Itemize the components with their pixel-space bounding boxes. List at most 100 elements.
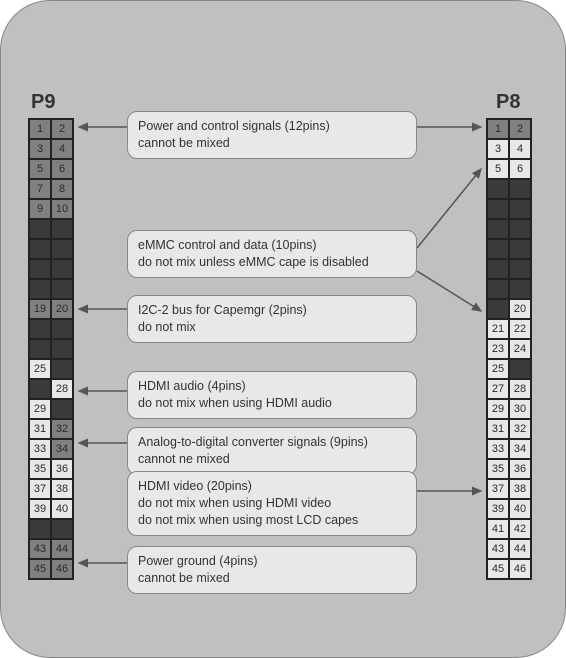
pin-cell: 28 bbox=[51, 379, 73, 399]
pin-cell: 38 bbox=[509, 479, 531, 499]
pin-cell: 44 bbox=[51, 539, 73, 559]
pin-cell: 42 bbox=[509, 519, 531, 539]
pin-cell: 27 bbox=[487, 379, 509, 399]
pin-cell: 35 bbox=[29, 459, 51, 479]
pin-cell bbox=[487, 259, 509, 279]
pin-cell: 40 bbox=[509, 499, 531, 519]
pin-cell: 38 bbox=[51, 479, 73, 499]
pin-cell bbox=[509, 239, 531, 259]
pin-cell bbox=[487, 179, 509, 199]
pin-cell: 2 bbox=[51, 119, 73, 139]
pin-cell: 32 bbox=[509, 419, 531, 439]
pin-cell bbox=[29, 279, 51, 299]
pin-cell: 44 bbox=[509, 539, 531, 559]
pin-cell bbox=[487, 239, 509, 259]
pin-cell: 37 bbox=[487, 479, 509, 499]
pin-cell: 22 bbox=[509, 319, 531, 339]
pin-cell: 5 bbox=[29, 159, 51, 179]
callout-line: do not mix unless eMMC cape is disabled bbox=[138, 254, 406, 271]
pin-cell: 35 bbox=[487, 459, 509, 479]
pin-cell: 30 bbox=[509, 399, 531, 419]
callout-line: HDMI video (20pins) bbox=[138, 479, 252, 493]
pin-cell: 10 bbox=[51, 199, 73, 219]
p8-pin-header: 1234562021222324252728293031323334353637… bbox=[486, 118, 532, 580]
pin-cell bbox=[487, 279, 509, 299]
pin-cell bbox=[29, 259, 51, 279]
pin-cell: 28 bbox=[509, 379, 531, 399]
pin-cell: 5 bbox=[487, 159, 509, 179]
callout-line: cannot be mixed bbox=[138, 570, 406, 587]
pin-cell: 46 bbox=[509, 559, 531, 579]
pin-cell: 32 bbox=[51, 419, 73, 439]
pin-cell: 3 bbox=[29, 139, 51, 159]
pin-cell bbox=[509, 259, 531, 279]
callout-line: do not mix when using HDMI video bbox=[138, 495, 406, 512]
pin-cell: 20 bbox=[51, 299, 73, 319]
pin-cell: 6 bbox=[51, 159, 73, 179]
pin-cell: 31 bbox=[487, 419, 509, 439]
pin-cell bbox=[29, 379, 51, 399]
callout-line: cannot be mixed bbox=[138, 135, 406, 152]
callout-line: Power ground (4pins) bbox=[138, 554, 258, 568]
callout-line: do not mix when using most LCD capes bbox=[138, 512, 406, 529]
pin-cell: 23 bbox=[487, 339, 509, 359]
pin-cell: 25 bbox=[487, 359, 509, 379]
pin-cell: 41 bbox=[487, 519, 509, 539]
pin-cell: 45 bbox=[487, 559, 509, 579]
pin-cell bbox=[51, 259, 73, 279]
callout-power-ctrl: Power and control signals (12pins) canno… bbox=[127, 111, 417, 159]
p8-label: P8 bbox=[496, 91, 520, 114]
pin-cell: 29 bbox=[29, 399, 51, 419]
pin-cell bbox=[509, 199, 531, 219]
pin-cell bbox=[29, 219, 51, 239]
pin-cell bbox=[51, 339, 73, 359]
p9-pin-header: 1234567891019202528293132333435363738394… bbox=[28, 118, 74, 580]
pin-cell: 33 bbox=[29, 439, 51, 459]
pin-cell: 37 bbox=[29, 479, 51, 499]
pin-cell bbox=[509, 359, 531, 379]
pin-cell bbox=[29, 319, 51, 339]
pin-cell bbox=[51, 279, 73, 299]
pin-cell: 34 bbox=[51, 439, 73, 459]
callout-line: eMMC control and data (10pins) bbox=[138, 238, 317, 252]
pin-cell: 4 bbox=[51, 139, 73, 159]
pin-cell bbox=[29, 239, 51, 259]
callout-power-gnd: Power ground (4pins) cannot be mixed bbox=[127, 546, 417, 594]
pin-cell: 3 bbox=[487, 139, 509, 159]
pin-cell: 25 bbox=[29, 359, 51, 379]
callout-hdmi-video: HDMI video (20pins) do not mix when usin… bbox=[127, 471, 417, 536]
pin-cell: 9 bbox=[29, 199, 51, 219]
callout-hdmi-audio: HDMI audio (4pins) do not mix when using… bbox=[127, 371, 417, 419]
callout-line: HDMI audio (4pins) bbox=[138, 379, 246, 393]
pin-cell: 4 bbox=[509, 139, 531, 159]
pin-cell: 31 bbox=[29, 419, 51, 439]
pin-cell: 45 bbox=[29, 559, 51, 579]
pin-cell: 34 bbox=[509, 439, 531, 459]
pin-cell: 8 bbox=[51, 179, 73, 199]
pin-cell bbox=[509, 179, 531, 199]
pin-cell: 1 bbox=[487, 119, 509, 139]
pin-cell bbox=[487, 299, 509, 319]
pin-cell: 7 bbox=[29, 179, 51, 199]
pin-cell: 21 bbox=[487, 319, 509, 339]
pin-cell: 43 bbox=[487, 539, 509, 559]
pin-cell bbox=[51, 359, 73, 379]
pin-cell bbox=[51, 519, 73, 539]
callout-line: I2C-2 bus for Capemgr (2pins) bbox=[138, 303, 307, 317]
pin-cell: 24 bbox=[509, 339, 531, 359]
pin-cell: 6 bbox=[509, 159, 531, 179]
callout-line: Analog-to-digital converter signals (9pi… bbox=[138, 435, 368, 449]
pin-cell bbox=[51, 219, 73, 239]
pin-cell: 40 bbox=[51, 499, 73, 519]
pin-cell: 2 bbox=[509, 119, 531, 139]
callout-emmc: eMMC control and data (10pins) do not mi… bbox=[127, 230, 417, 278]
pin-cell: 39 bbox=[487, 499, 509, 519]
pin-cell: 29 bbox=[487, 399, 509, 419]
pin-cell: 43 bbox=[29, 539, 51, 559]
pin-cell: 36 bbox=[51, 459, 73, 479]
pin-cell: 33 bbox=[487, 439, 509, 459]
pin-cell: 39 bbox=[29, 499, 51, 519]
diagram-canvas: P9 P8 1234567891019202528293132333435363… bbox=[0, 0, 566, 658]
pin-cell bbox=[487, 199, 509, 219]
pin-cell bbox=[51, 319, 73, 339]
